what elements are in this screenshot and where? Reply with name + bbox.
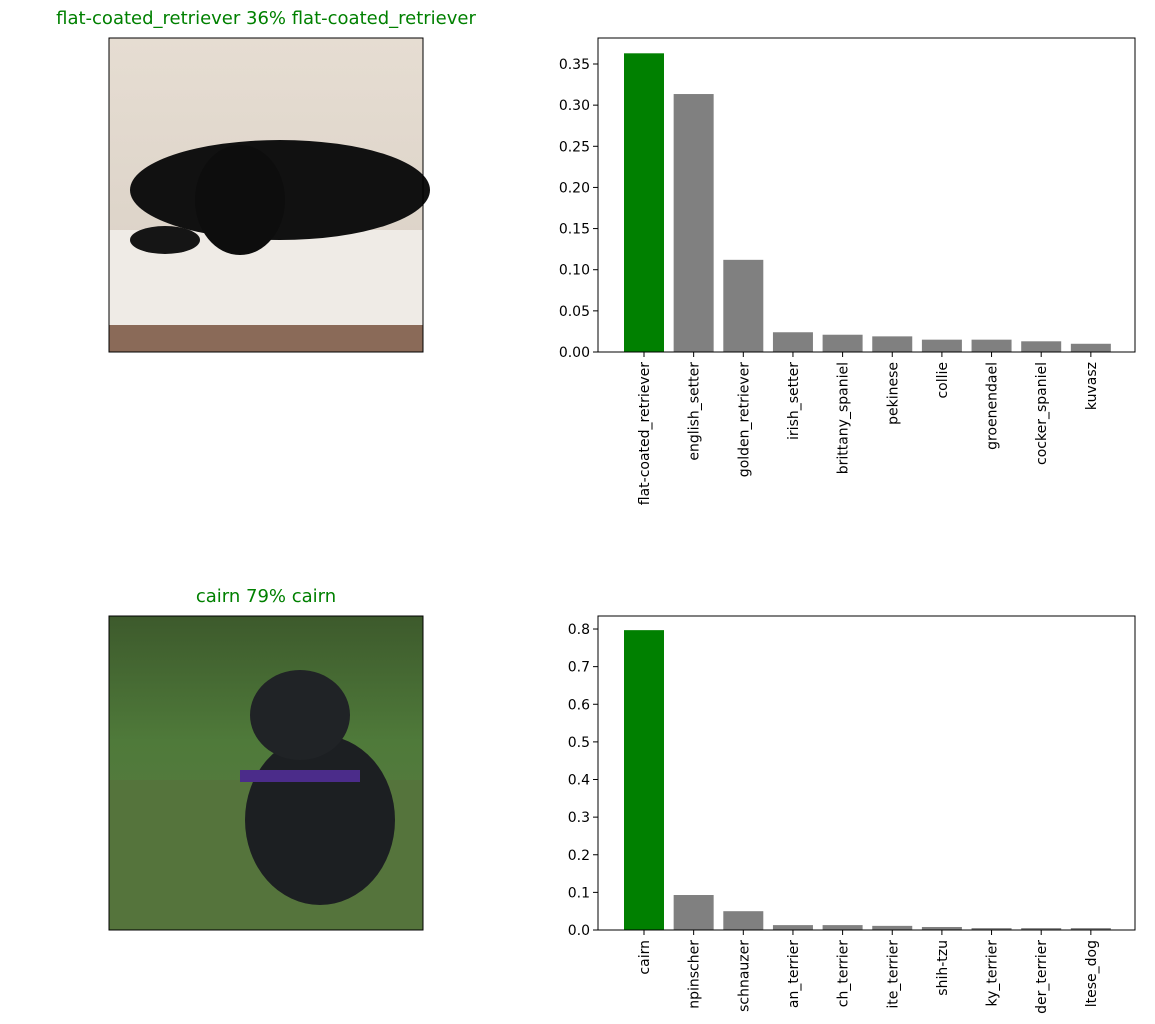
bar (1021, 341, 1062, 352)
y-tick-label: 0.5 (568, 735, 590, 751)
bar (772, 925, 813, 930)
x-tick-label: ky_terrier (985, 940, 1001, 1007)
bar (723, 911, 764, 930)
y-tick-label: 0.15 (559, 222, 590, 238)
panel-title: flat-coated_retriever 36% flat-coated_re… (56, 8, 476, 29)
dog-photo-1 (108, 37, 430, 353)
y-tick-label: 0.30 (559, 98, 590, 114)
bar (723, 259, 764, 352)
y-tick-label: 0.2 (568, 848, 590, 864)
bar (822, 334, 863, 352)
bar (872, 925, 913, 930)
x-tick-label: an_terrier (786, 940, 802, 1008)
y-tick-label: 0.35 (559, 57, 590, 73)
bar (971, 339, 1012, 352)
y-tick-label: 0.3 (568, 810, 590, 826)
bar (624, 630, 664, 930)
bar (1070, 928, 1111, 930)
y-tick-label: 0.00 (559, 345, 590, 361)
x-tick-label: brittany_spaniel (836, 362, 852, 474)
x-tick-label: english_setter (687, 362, 703, 461)
x-tick-label: npinscher (687, 940, 703, 1009)
y-tick-label: 0.10 (559, 263, 590, 279)
x-tick-label: ite_terrier (885, 940, 901, 1009)
axes-frame (597, 615, 1136, 931)
bar (1021, 928, 1062, 930)
bar (673, 94, 714, 352)
y-tick-label: 0.7 (568, 660, 590, 676)
bar (822, 925, 863, 930)
x-tick-label: cairn (637, 940, 653, 975)
axes-frame (597, 37, 1136, 353)
x-tick-label: cocker_spaniel (1034, 362, 1050, 465)
x-tick-label: ltese_dog (1084, 940, 1100, 1007)
x-tick-label: pekinese (885, 362, 901, 425)
y-tick-label: 0.20 (559, 180, 590, 196)
bar (624, 53, 664, 353)
y-tick-label: 0.25 (559, 139, 590, 155)
x-tick-label: ch_terrier (836, 940, 852, 1007)
bar (872, 336, 913, 352)
x-tick-label: collie (935, 362, 951, 399)
x-tick-label: golden_retriever (736, 362, 752, 477)
x-tick-label: irish_setter (786, 362, 802, 440)
bar (921, 339, 962, 352)
x-tick-label: shih-tzu (935, 940, 951, 996)
y-tick-label: 0.6 (568, 697, 590, 713)
y-tick-label: 0.05 (559, 304, 590, 320)
bar (971, 928, 1012, 930)
panel-title: cairn 79% cairn (196, 586, 336, 607)
y-tick-label: 0.1 (568, 885, 590, 901)
bar (673, 895, 714, 930)
dog-photo-2 (108, 615, 424, 931)
x-tick-label: kuvasz (1084, 362, 1100, 410)
bar (921, 926, 962, 930)
x-tick-label: der_terrier (1034, 940, 1050, 1014)
x-tick-label: flat-coated_retriever (637, 362, 653, 505)
y-tick-label: 0.8 (568, 622, 590, 638)
x-tick-label: schnauzer (736, 940, 752, 1012)
bar (772, 332, 813, 352)
y-tick-label: 0.4 (568, 773, 590, 789)
x-tick-label: groenendael (985, 362, 1001, 450)
bar (1070, 343, 1111, 352)
y-tick-label: 0.0 (568, 923, 590, 939)
